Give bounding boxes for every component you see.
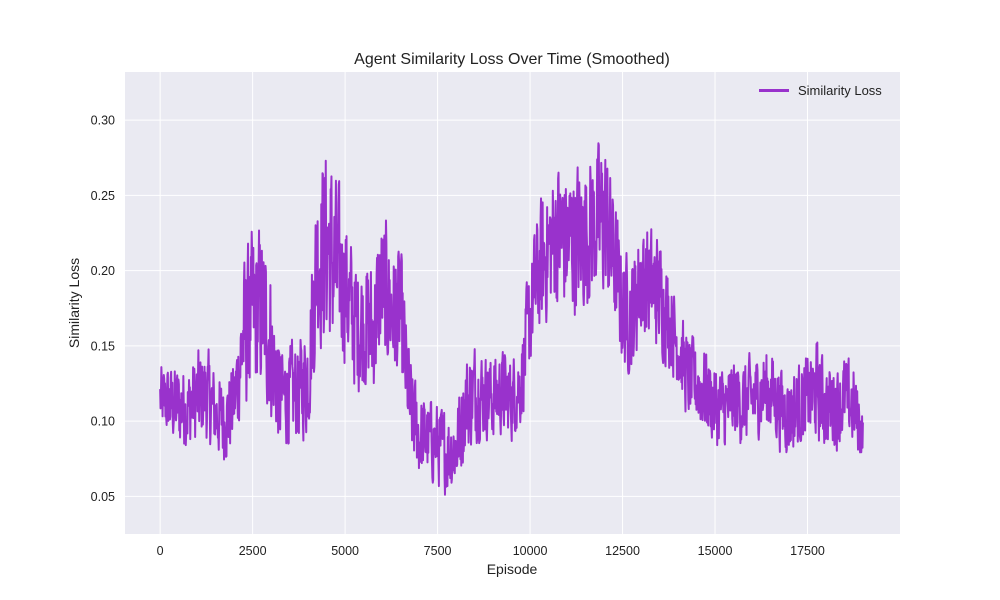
plot-area	[125, 72, 900, 534]
x-tick-label: 2500	[239, 544, 267, 558]
y-tick-label: 0.10	[91, 415, 115, 429]
series-line-similarity-loss	[159, 142, 864, 496]
legend: Similarity Loss	[759, 83, 882, 98]
y-tick-label: 0.30	[91, 114, 115, 128]
series-layer	[159, 142, 864, 496]
legend-label-similarity-loss: Similarity Loss	[798, 83, 882, 98]
x-tick-label: 17500	[790, 544, 825, 558]
x-tick-label: 10000	[513, 544, 548, 558]
y-tick-label: 0.20	[91, 264, 115, 278]
x-tick-label: 7500	[424, 544, 452, 558]
x-tick-label: 12500	[605, 544, 640, 558]
y-tick-label: 0.15	[91, 339, 115, 353]
x-axis-ticks: 0 2500 5000 7500 10000 12500 15000 17500	[157, 544, 825, 558]
y-tick-label: 0.25	[91, 189, 115, 203]
x-axis-label: Episode	[487, 561, 538, 577]
y-axis-ticks: 0.05 0.10 0.15 0.20 0.25 0.30	[91, 114, 115, 504]
x-tick-label: 0	[157, 544, 164, 558]
y-axis-label: Similarity Loss	[66, 258, 82, 348]
x-tick-label: 15000	[698, 544, 733, 558]
y-tick-label: 0.05	[91, 490, 115, 504]
x-tick-label: 5000	[331, 544, 359, 558]
chart-title: Agent Similarity Loss Over Time (Smoothe…	[354, 51, 670, 68]
